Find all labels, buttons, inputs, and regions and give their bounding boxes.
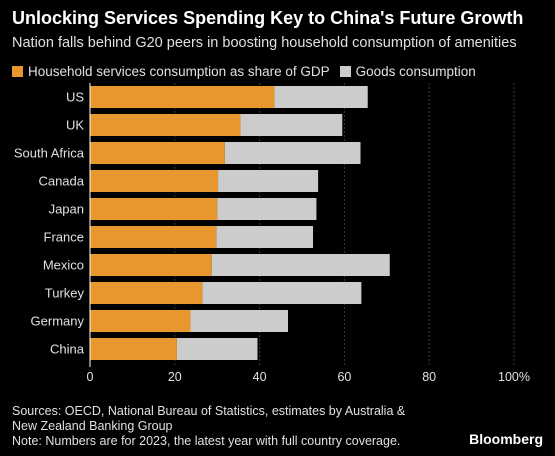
y-category-label: South Africa — [14, 146, 85, 161]
y-category-label: US — [66, 90, 84, 105]
legend: Household services consumption as share … — [12, 62, 486, 80]
y-category-label: Germany — [31, 314, 85, 329]
bar-services-china — [90, 338, 177, 360]
footer: Sources: OECD, National Bureau of Statis… — [12, 404, 432, 449]
x-tick-label: 100% — [498, 370, 530, 384]
bar-services-south-africa — [90, 142, 225, 164]
bar-goods-mexico — [211, 254, 390, 276]
bar-goods-south-africa — [224, 142, 361, 164]
x-tick-label: 0 — [87, 370, 94, 384]
footer-note: Note: Numbers are for 2023, the latest y… — [12, 434, 401, 448]
bar-goods-japan — [217, 198, 317, 220]
y-category-label: Turkey — [45, 286, 85, 301]
bar-services-canada — [90, 170, 219, 192]
bar-goods-us — [274, 86, 368, 108]
stacked-bar-chart: 0 20 40 60 80 100% US UK South Africa Canada Japan… — [14, 83, 530, 384]
bar-services-uk — [90, 114, 241, 136]
bar-services-germany — [90, 310, 191, 332]
chart-title: Unlocking Services Spending Key to China… — [12, 8, 524, 28]
legend-label-goods: Goods consumption — [355, 63, 476, 79]
y-category-label: Mexico — [43, 258, 84, 273]
footer-sources: Sources: OECD, National Bureau of Statis… — [12, 404, 406, 433]
bar-services-japan — [90, 198, 218, 220]
legend-swatch-goods — [339, 65, 351, 77]
bar-services-us — [90, 86, 275, 108]
x-tick-label: 60 — [337, 370, 351, 384]
legend-label-services: Household services consumption as share … — [28, 63, 330, 79]
bar-services-turkey — [90, 282, 203, 304]
bar-goods-china — [176, 338, 258, 360]
bar-goods-canada — [218, 170, 319, 192]
y-category-label: France — [44, 230, 84, 245]
bar-goods-france — [216, 226, 314, 248]
bar-services-france — [90, 226, 217, 248]
x-tick-label: 20 — [168, 370, 182, 384]
bar-goods-germany — [190, 310, 289, 332]
bloomberg-logo: Bloomberg — [469, 431, 543, 447]
bar-goods-turkey — [202, 282, 362, 304]
y-category-label: UK — [66, 118, 84, 133]
x-tick-label: 80 — [422, 370, 436, 384]
bar-goods-uk — [240, 114, 343, 136]
y-category-label: China — [50, 342, 85, 357]
legend-item-goods: Goods consumption — [339, 63, 476, 79]
legend-swatch-services — [12, 65, 23, 77]
legend-item-services: Household services consumption as share … — [12, 64, 330, 79]
y-category-label: Canada — [38, 174, 84, 189]
x-tick-label: 40 — [253, 370, 267, 384]
y-category-label: Japan — [49, 202, 84, 217]
chart-subtitle: Nation falls behind G20 peers in boostin… — [12, 35, 517, 51]
bar-services-mexico — [90, 254, 212, 276]
